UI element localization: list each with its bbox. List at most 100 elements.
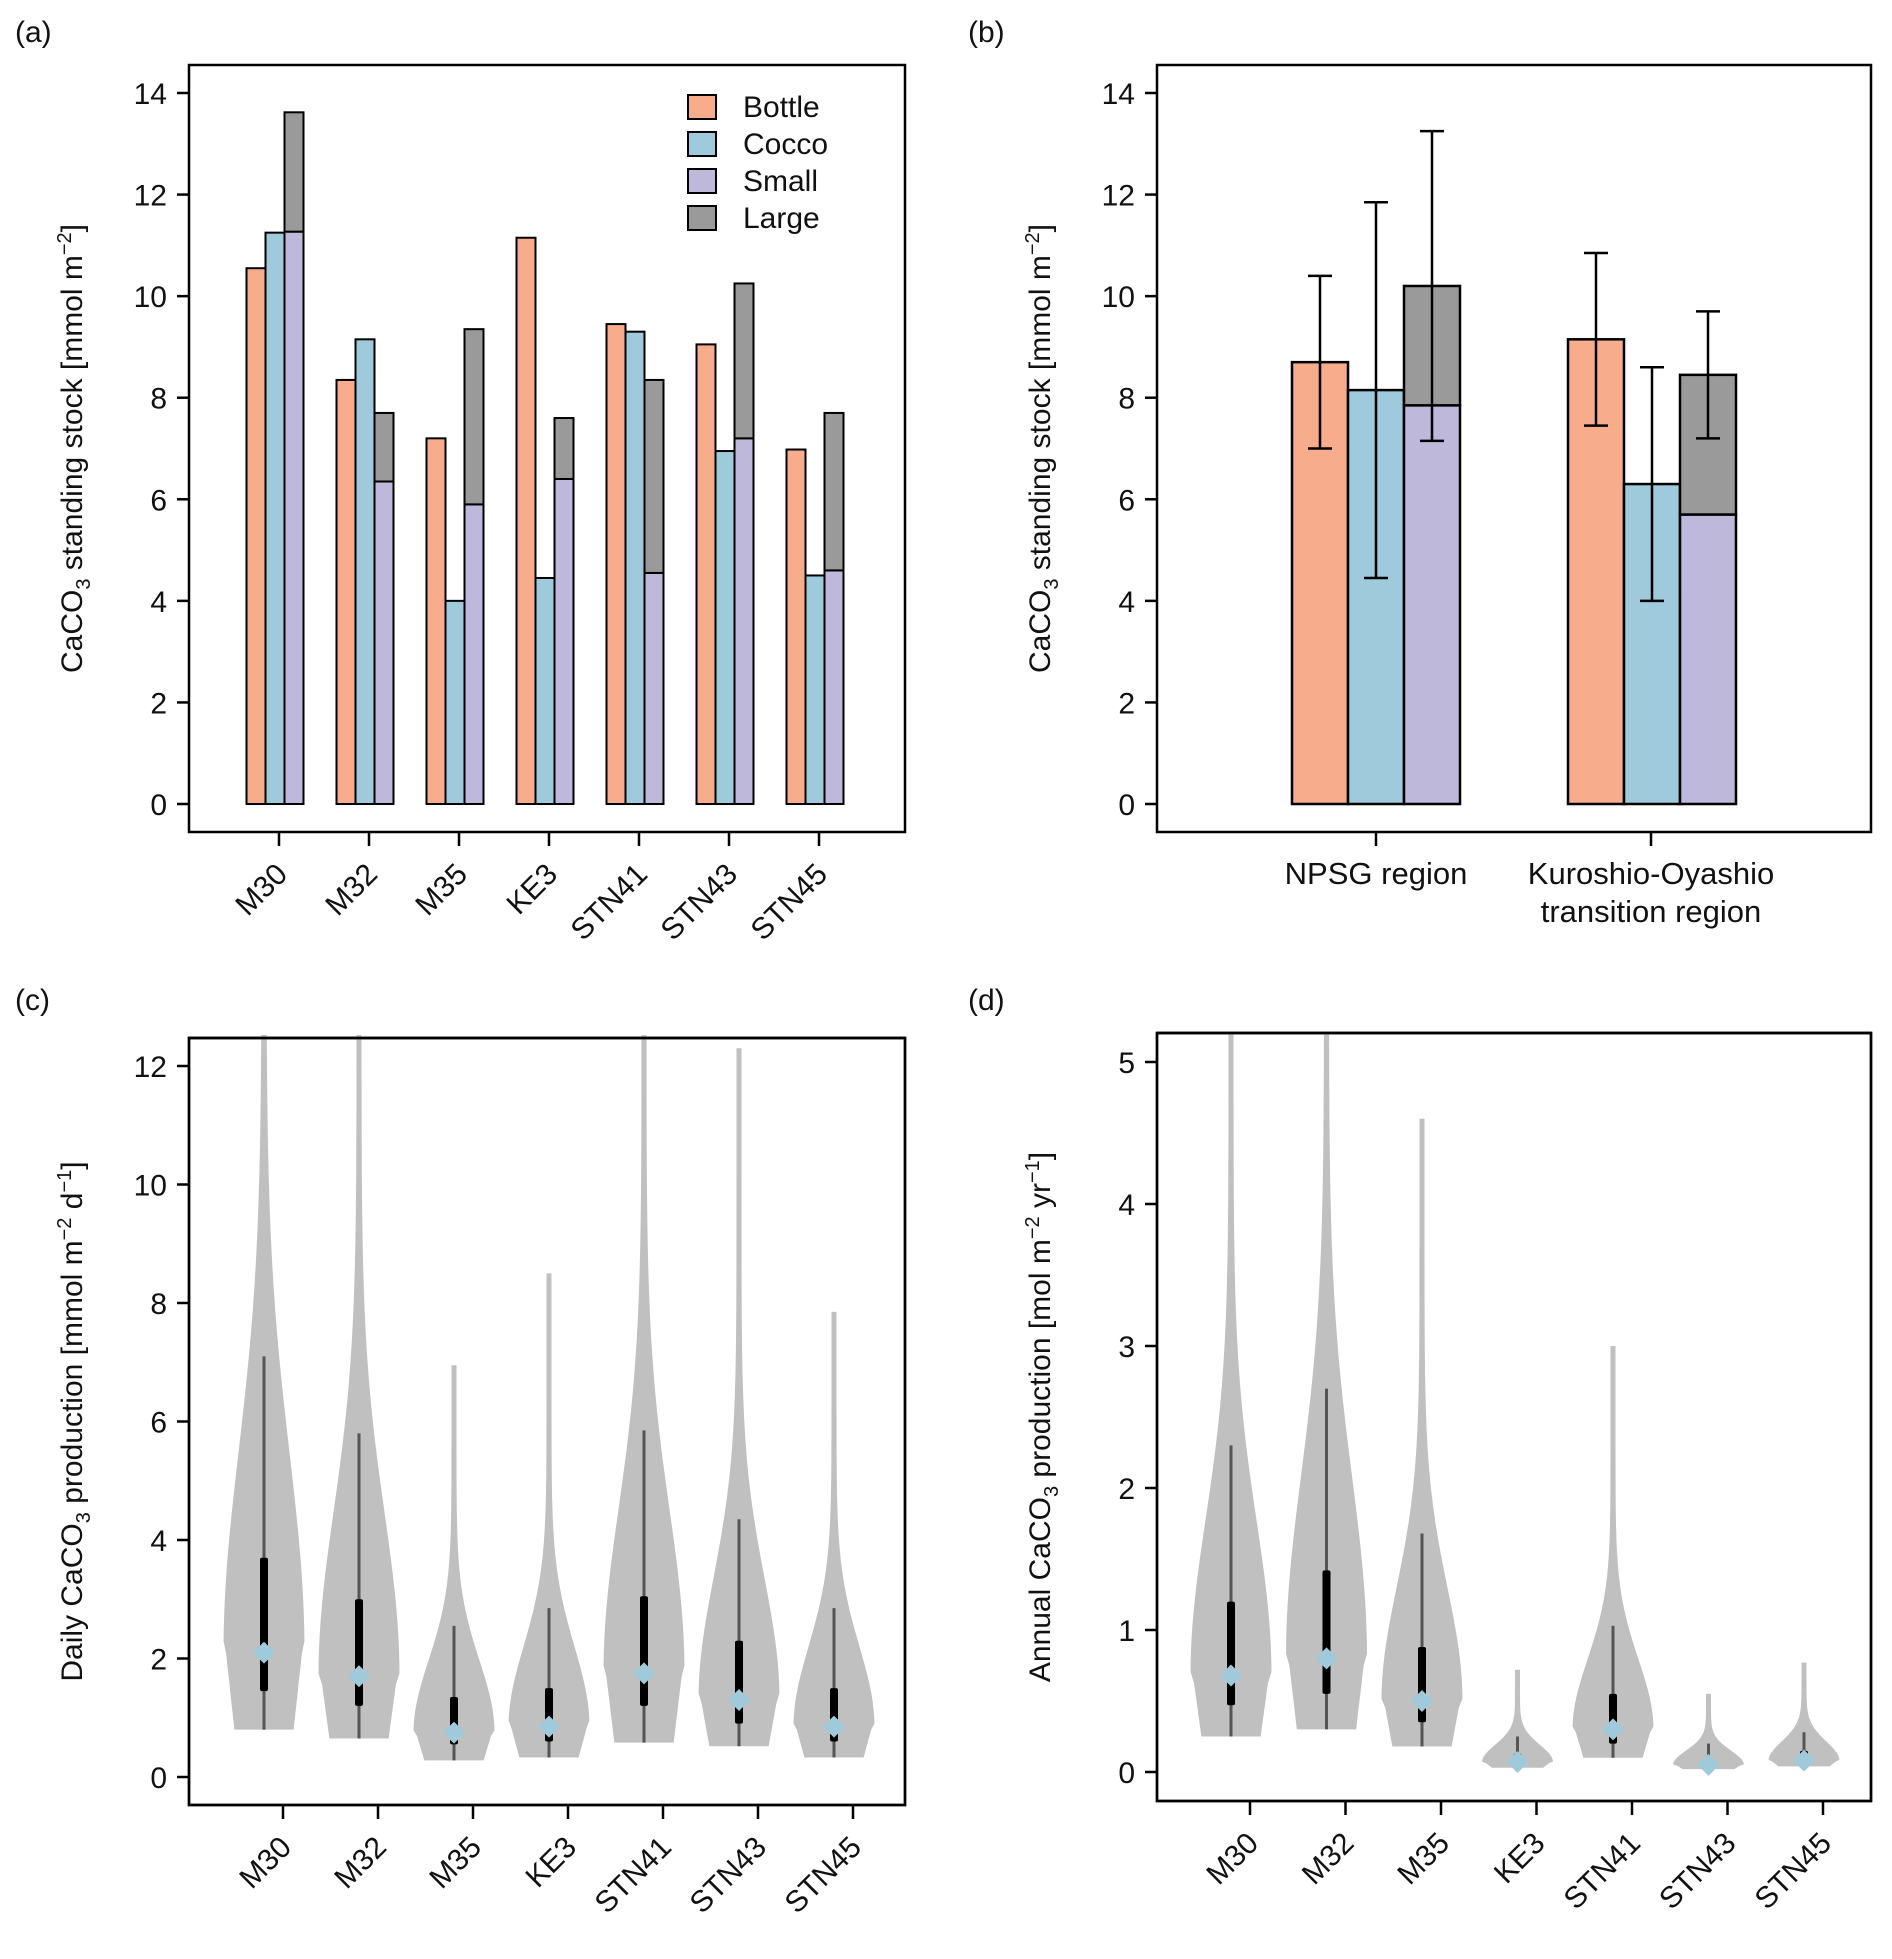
panel-c: (c) 0 2 4 6 8 10 12 Daily CaCO3 production [mmol…: [15, 984, 907, 1920]
x-tick-label: KE3: [501, 858, 564, 921]
violin-iqr: [1227, 1601, 1235, 1706]
x-tick-label: STN43: [684, 1831, 773, 1920]
y-tick-label: 3: [1118, 1331, 1135, 1364]
x-tick-label: STN41: [565, 858, 654, 947]
violin-median-marker: [1793, 1749, 1815, 1772]
x-tick-label: STN45: [779, 1831, 868, 1920]
bar-bottle: [605, 323, 627, 805]
x-tick-label: transition region: [1541, 894, 1762, 929]
violin-median-marker: [633, 1662, 655, 1685]
violin-median-marker: [348, 1665, 370, 1688]
panel-label: (b): [968, 16, 1005, 49]
frame-mask: [191, 998, 903, 1035]
y-tick-label: 12: [134, 1051, 167, 1084]
y-tick-label: 4: [1118, 586, 1135, 619]
bar-cocco: [444, 599, 466, 805]
bar-small: [1402, 404, 1462, 806]
bar-large: [643, 378, 665, 574]
violin-body: [1381, 1118, 1463, 1747]
x-tick-label: M32: [319, 858, 384, 923]
x-tick-label: M30: [1200, 1827, 1265, 1892]
x-tick-label: KE3: [520, 1831, 583, 1894]
violin-body: [1673, 1693, 1744, 1770]
x-tick-label: M35: [1391, 1827, 1456, 1892]
panel-label: (d): [968, 984, 1005, 1017]
plot-frame: [187, 63, 907, 834]
violin-median-marker: [1220, 1664, 1242, 1687]
panel-d: (d) 0 1 2 3 4 5 Annual CaCO3 production [mol m−…: [968, 984, 1873, 1916]
bar-bottle: [515, 236, 537, 806]
legend-label: Large: [743, 202, 820, 235]
violin-body: [318, 1030, 400, 1739]
violin-body: [603, 1030, 685, 1743]
y-tick-label: 1: [1118, 1615, 1135, 1648]
x-tick-label: M35: [409, 858, 474, 923]
y-tick-label: 10: [134, 1170, 167, 1203]
x-tick-label: NPSG region: [1285, 856, 1468, 891]
y-tick-label: 10: [1102, 281, 1135, 314]
y-tick-label: 8: [150, 1288, 167, 1321]
bar-small: [553, 477, 575, 805]
y-tick-label: 6: [150, 1407, 167, 1440]
y-axis-label: CaCO3 standing stock [mmol m−2]: [1022, 224, 1063, 673]
bar-bottle: [425, 437, 447, 805]
bar-bottle: [785, 448, 807, 805]
violin-median-marker: [253, 1641, 275, 1664]
violin-body: [1286, 1033, 1367, 1730]
bar-small: [373, 480, 395, 805]
bar-small: [643, 571, 665, 805]
violin-body: [698, 1048, 780, 1747]
panel-b: (b) 0 2 4 6 8 10 12 14 CaCO3 standing stock [mmol…: [968, 16, 1873, 929]
y-tick-label: 6: [150, 484, 167, 517]
legend-swatch-large: [687, 205, 717, 231]
bar-large: [823, 411, 845, 572]
violin-median-marker: [1697, 1753, 1720, 1776]
y-tick-label: 4: [150, 1525, 167, 1558]
bar-small: [1678, 513, 1738, 806]
x-tick-label: STN43: [655, 858, 744, 947]
violin-median-marker: [728, 1688, 750, 1711]
violin-iqr: [1322, 1570, 1331, 1694]
violin-median-marker: [1506, 1751, 1529, 1774]
y-tick-label: 4: [150, 586, 167, 619]
x-tick-label: M30: [233, 1831, 298, 1896]
bar-large: [283, 111, 305, 233]
x-tick-label: STN43: [1653, 1827, 1742, 1916]
bar-large: [463, 328, 485, 506]
bar-small: [463, 503, 485, 805]
x-tick-label: STN45: [1749, 1827, 1838, 1916]
y-tick-label: 0: [1118, 789, 1135, 822]
y-tick-label: 12: [1102, 180, 1135, 213]
bar-cocco: [354, 338, 376, 805]
x-tick-label: M32: [328, 1831, 393, 1896]
y-tick-label: 10: [134, 281, 167, 314]
violin-median-marker: [1315, 1647, 1338, 1670]
bar-small: [283, 230, 305, 805]
x-tick-label: Kuroshio-Oyashio: [1528, 856, 1774, 891]
violin-median-marker: [1602, 1718, 1624, 1741]
bar-bottle: [335, 378, 357, 805]
bar-cocco: [534, 577, 556, 806]
violin-median-marker: [823, 1715, 845, 1738]
x-tick-label: M32: [1296, 1827, 1361, 1892]
violin-iqr: [735, 1640, 743, 1724]
bar-cocco: [714, 450, 736, 805]
y-tick-label: 0: [150, 789, 167, 822]
x-tick-label: STN45: [745, 858, 834, 947]
bar-cocco: [264, 231, 286, 806]
bar-large: [733, 282, 755, 440]
bar-small: [823, 569, 845, 806]
y-tick-label: 12: [134, 180, 167, 213]
legend-label: Bottle: [743, 91, 820, 124]
x-tick-label: STN41: [589, 1831, 678, 1920]
violin-iqr: [260, 1557, 268, 1692]
y-tick-label: 2: [150, 687, 167, 720]
legend-swatch-small: [687, 168, 717, 194]
y-tick-label: 5: [1118, 1047, 1135, 1080]
bar-large: [373, 411, 395, 483]
legend-label: Small: [743, 165, 818, 198]
y-tick-label: 2: [150, 1644, 167, 1677]
violin-body: [508, 1273, 590, 1758]
violin-median-marker: [1411, 1690, 1433, 1712]
